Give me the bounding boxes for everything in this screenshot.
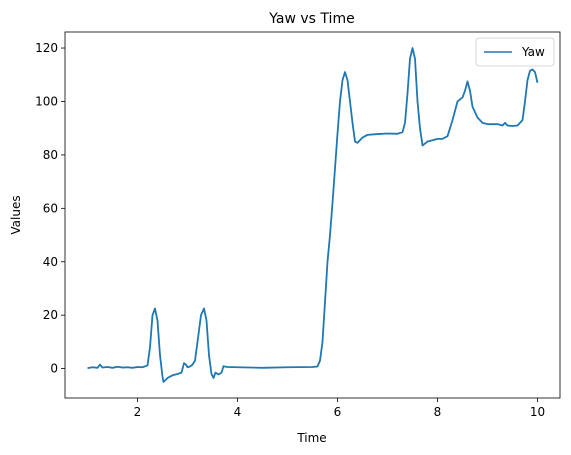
- y-tick-label: 40: [43, 255, 58, 269]
- y-axis: 0 20 40 60 80 100 120: [35, 41, 65, 376]
- x-tick-label: 10: [530, 405, 545, 419]
- y-tick-label: 100: [35, 94, 58, 108]
- x-tick-label: 2: [134, 405, 142, 419]
- x-tick-label: 6: [334, 405, 342, 419]
- series-lines: [87, 47, 539, 383]
- y-tick-label: 20: [43, 308, 58, 322]
- chart-title: Yaw vs Time: [268, 11, 354, 27]
- y-tick-label: 60: [43, 201, 58, 215]
- series-line-yaw: [87, 47, 539, 383]
- axes-frame: [64, 31, 561, 399]
- legend-box: [475, 37, 555, 67]
- x-tick-label: 8: [434, 405, 442, 419]
- x-axis: 2 4 6 8 10: [134, 398, 545, 419]
- plot-area: 2 4 6 8 10 0 20 40 60 80 100 120: [35, 31, 561, 419]
- y-tick-label: 0: [50, 362, 58, 376]
- y-axis-label: Values: [9, 195, 23, 234]
- x-axis-label: Time: [296, 431, 326, 445]
- y-tick-label: 120: [35, 41, 58, 55]
- x-tick-label: 4: [234, 405, 242, 419]
- legend: Yaw: [475, 37, 555, 67]
- legend-label-yaw: Yaw: [521, 45, 545, 59]
- y-tick-label: 80: [43, 148, 58, 162]
